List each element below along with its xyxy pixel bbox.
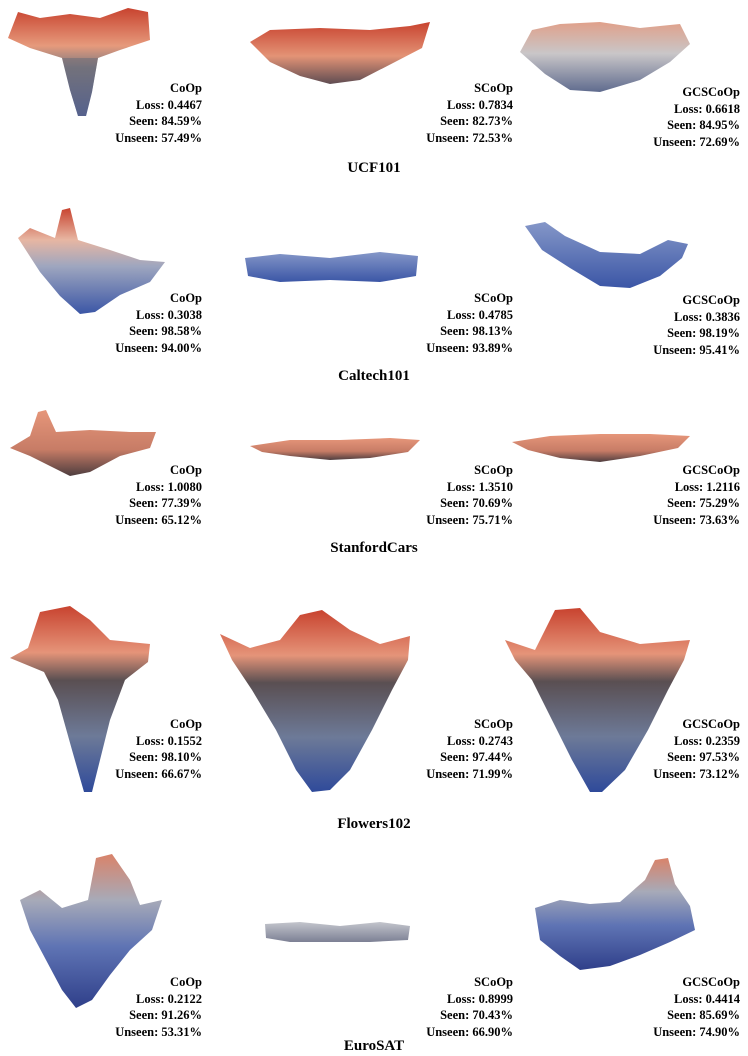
seen-value: Seen: 84.95% bbox=[667, 118, 740, 132]
stats-ucf101-gcscoop: GCSCoOp Loss: 0.6618 Seen: 84.95% Unseen… bbox=[653, 84, 740, 150]
stats-stanfordcars-coop: CoOp Loss: 1.0080 Seen: 77.39% Unseen: 6… bbox=[115, 462, 202, 528]
seen-value: Seen: 82.73% bbox=[440, 114, 513, 128]
loss-value: Loss: 0.4467 bbox=[136, 97, 202, 112]
dataset-title-eurosat: EuroSAT bbox=[343, 1038, 405, 1054]
stats-flowers102-scoop: SCoOp Loss: 0.2743 Seen: 97.44% Unseen: … bbox=[426, 716, 513, 782]
dataset-title-stanfordcars: StanfordCars bbox=[330, 540, 418, 556]
seen-value: Seen: 98.13% bbox=[440, 324, 513, 338]
method-label: GCSCoOp bbox=[682, 463, 740, 477]
method-label: SCoOp bbox=[474, 975, 513, 989]
stats-caltech101-coop: CoOp Loss: 0.3038 Seen: 98.58% Unseen: 9… bbox=[115, 290, 202, 356]
surface-flowers102-coop bbox=[10, 606, 150, 792]
loss-value: Loss: 0.3038 bbox=[136, 307, 202, 322]
method-label: GCSCoOp bbox=[682, 85, 740, 99]
loss-value: Loss: 1.3510 bbox=[447, 479, 513, 494]
stats-stanfordcars-scoop: SCoOp Loss: 1.3510 Seen: 70.69% Unseen: … bbox=[426, 462, 513, 528]
stats-stanfordcars-gcscoop: GCSCoOp Loss: 1.2116 Seen: 75.29% Unseen… bbox=[653, 462, 740, 528]
surface-caltech101-gcscoop bbox=[525, 222, 688, 288]
unseen-value: Unseen: 53.31% bbox=[115, 1024, 202, 1039]
surface-flowers102-gcscoop bbox=[505, 608, 690, 792]
stats-flowers102-coop: CoOp Loss: 0.1552 Seen: 98.10% Unseen: 6… bbox=[115, 716, 202, 782]
surface-eurosat-gcscoop bbox=[535, 858, 695, 970]
seen-value: Seen: 77.39% bbox=[129, 496, 202, 510]
seen-value: Seen: 85.69% bbox=[667, 1008, 740, 1022]
surface-eurosat-coop bbox=[20, 854, 162, 1008]
loss-value: Loss: 0.4414 bbox=[674, 991, 740, 1006]
method-label: CoOp bbox=[170, 463, 202, 477]
method-label: SCoOp bbox=[474, 291, 513, 305]
unseen-value: Unseen: 71.99% bbox=[426, 766, 513, 781]
stats-eurosat-scoop: SCoOp Loss: 0.8999 Seen: 70.43% Unseen: … bbox=[426, 974, 513, 1040]
surface-eurosat-scoop bbox=[265, 922, 410, 942]
unseen-value: Unseen: 66.67% bbox=[115, 766, 202, 781]
unseen-value: Unseen: 66.90% bbox=[426, 1024, 513, 1039]
unseen-value: Unseen: 73.12% bbox=[653, 766, 740, 781]
loss-value: Loss: 0.4785 bbox=[447, 307, 513, 322]
loss-value: Loss: 0.2122 bbox=[136, 991, 202, 1006]
surface-caltech101-scoop bbox=[245, 252, 418, 282]
loss-value: Loss: 1.2116 bbox=[674, 479, 740, 494]
dataset-title-ucf101: UCF101 bbox=[347, 160, 401, 176]
surface-ucf101-coop bbox=[8, 8, 150, 116]
stats-ucf101-scoop: SCoOp Loss: 0.7834 Seen: 82.73% Unseen: … bbox=[426, 80, 513, 146]
method-label: SCoOp bbox=[474, 81, 513, 95]
seen-value: Seen: 98.19% bbox=[667, 326, 740, 340]
stats-caltech101-gcscoop: GCSCoOp Loss: 0.3836 Seen: 98.19% Unseen… bbox=[653, 292, 740, 358]
surface-flowers102-scoop bbox=[220, 610, 410, 792]
loss-value: Loss: 0.7834 bbox=[447, 97, 513, 112]
unseen-value: Unseen: 94.00% bbox=[115, 340, 202, 355]
seen-value: Seen: 91.26% bbox=[129, 1008, 202, 1022]
unseen-value: Unseen: 73.63% bbox=[653, 512, 740, 527]
surface-caltech101-coop bbox=[18, 208, 165, 314]
method-label: CoOp bbox=[170, 81, 202, 95]
loss-value: Loss: 0.3836 bbox=[674, 309, 740, 324]
surface-stanfordcars-coop bbox=[10, 410, 156, 476]
stats-ucf101-coop: CoOp Loss: 0.4467 Seen: 84.59% Unseen: 5… bbox=[115, 80, 202, 146]
method-label: GCSCoOp bbox=[682, 293, 740, 307]
surface-ucf101-scoop bbox=[250, 22, 430, 84]
unseen-value: Unseen: 65.12% bbox=[115, 512, 202, 527]
unseen-value: Unseen: 72.69% bbox=[653, 134, 740, 149]
stats-caltech101-scoop: SCoOp Loss: 0.4785 Seen: 98.13% Unseen: … bbox=[426, 290, 513, 356]
unseen-value: Unseen: 93.89% bbox=[426, 340, 513, 355]
seen-value: Seen: 84.59% bbox=[129, 114, 202, 128]
unseen-value: Unseen: 75.71% bbox=[426, 512, 513, 527]
unseen-value: Unseen: 74.90% bbox=[653, 1024, 740, 1039]
method-label: SCoOp bbox=[474, 463, 513, 477]
surface-stanfordcars-scoop bbox=[250, 438, 420, 460]
stats-eurosat-coop: CoOp Loss: 0.2122 Seen: 91.26% Unseen: 5… bbox=[115, 974, 202, 1040]
surface-ucf101-gcscoop bbox=[520, 22, 690, 92]
method-label: CoOp bbox=[170, 717, 202, 731]
loss-value: Loss: 0.2743 bbox=[447, 733, 513, 748]
surface-stanfordcars-gcscoop bbox=[512, 434, 690, 462]
seen-value: Seen: 97.53% bbox=[667, 750, 740, 764]
seen-value: Seen: 98.10% bbox=[129, 750, 202, 764]
seen-value: Seen: 75.29% bbox=[667, 496, 740, 510]
method-label: SCoOp bbox=[474, 717, 513, 731]
dataset-title-caltech101: Caltech101 bbox=[338, 368, 410, 384]
method-label: CoOp bbox=[170, 291, 202, 305]
method-label: GCSCoOp bbox=[682, 975, 740, 989]
method-label: GCSCoOp bbox=[682, 717, 740, 731]
loss-value: Loss: 0.6618 bbox=[674, 101, 740, 116]
stats-eurosat-gcscoop: GCSCoOp Loss: 0.4414 Seen: 85.69% Unseen… bbox=[653, 974, 740, 1040]
loss-value: Loss: 0.8999 bbox=[447, 991, 513, 1006]
seen-value: Seen: 70.43% bbox=[440, 1008, 513, 1022]
seen-value: Seen: 98.58% bbox=[129, 324, 202, 338]
loss-value: Loss: 0.2359 bbox=[674, 733, 740, 748]
seen-value: Seen: 97.44% bbox=[440, 750, 513, 764]
stats-flowers102-gcscoop: GCSCoOp Loss: 0.2359 Seen: 97.53% Unseen… bbox=[653, 716, 740, 782]
loss-value: Loss: 1.0080 bbox=[136, 479, 202, 494]
unseen-value: Unseen: 72.53% bbox=[426, 130, 513, 145]
dataset-title-flowers102: Flowers102 bbox=[337, 816, 411, 832]
seen-value: Seen: 70.69% bbox=[440, 496, 513, 510]
unseen-value: Unseen: 95.41% bbox=[653, 342, 740, 357]
loss-value: Loss: 0.1552 bbox=[136, 733, 202, 748]
unseen-value: Unseen: 57.49% bbox=[115, 130, 202, 145]
method-label: CoOp bbox=[170, 975, 202, 989]
